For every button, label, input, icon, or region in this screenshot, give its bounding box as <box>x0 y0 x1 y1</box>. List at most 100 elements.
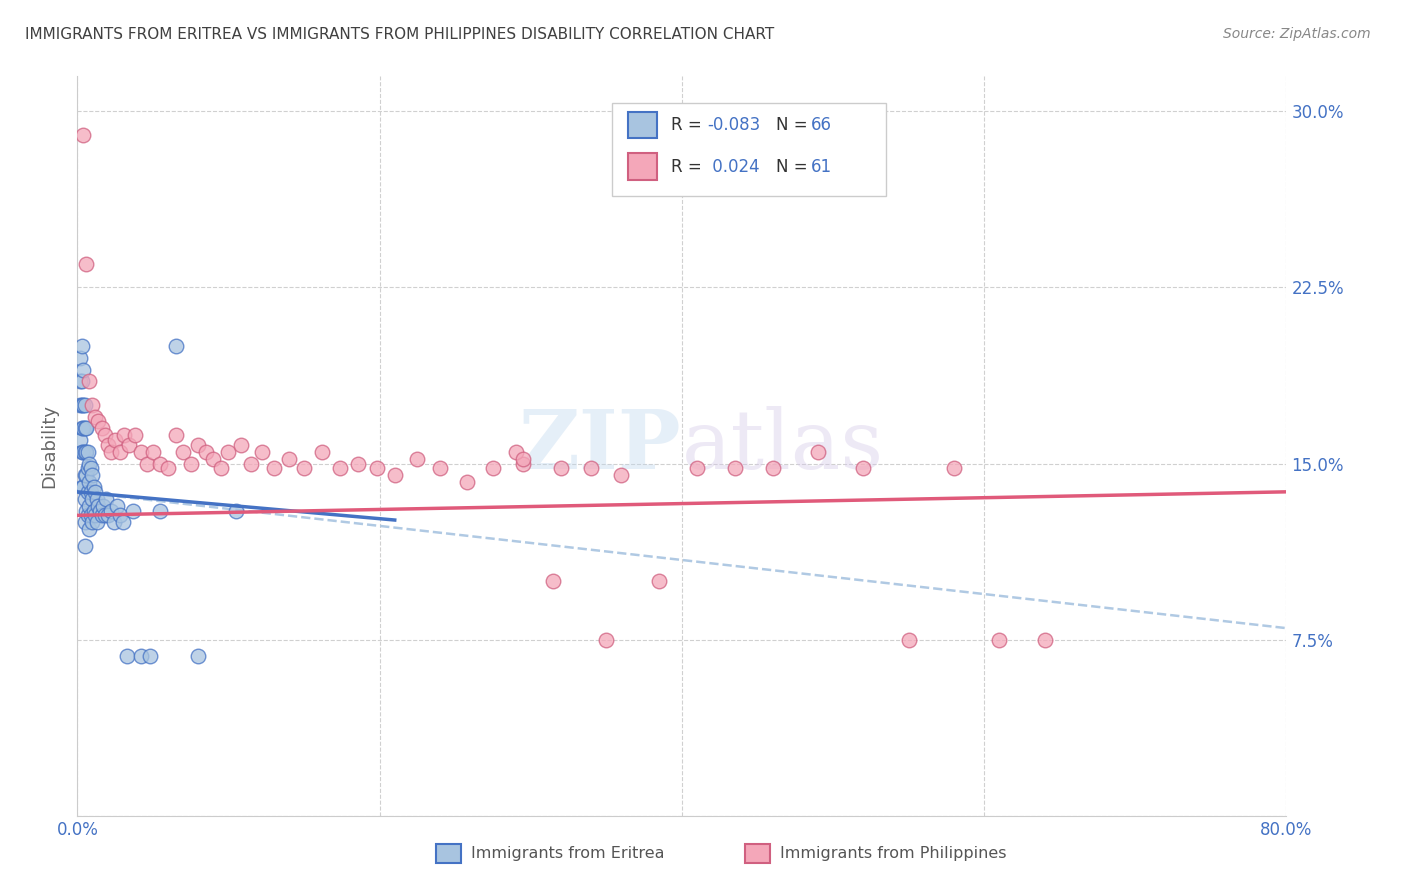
Point <box>77 508 100 523</box>
Point <box>93 428 115 442</box>
Point <box>122 503 145 517</box>
Point <box>149 503 172 517</box>
Point <box>80 508 103 523</box>
Text: Source: ZipAtlas.com: Source: ZipAtlas.com <box>1223 27 1371 41</box>
Point <box>129 649 152 664</box>
Point <box>807 445 830 459</box>
Point <box>329 461 352 475</box>
Point <box>69 351 91 365</box>
Point <box>852 461 875 475</box>
Point <box>90 508 112 523</box>
Point <box>80 461 103 475</box>
Point <box>79 523 101 537</box>
Point <box>897 632 920 647</box>
Point <box>83 480 105 494</box>
Point <box>79 375 101 389</box>
Text: 0.024: 0.024 <box>707 158 759 176</box>
Point <box>581 461 603 475</box>
Point <box>942 461 965 475</box>
Point <box>263 461 285 475</box>
Point <box>75 468 97 483</box>
Point <box>100 445 122 459</box>
Point <box>108 508 131 523</box>
Point <box>79 475 101 490</box>
Point <box>70 398 93 412</box>
Point <box>82 398 104 412</box>
Point <box>86 516 108 530</box>
Point <box>84 409 107 424</box>
Point <box>165 339 187 353</box>
Point <box>115 649 138 664</box>
Point <box>762 461 785 475</box>
Point <box>543 574 565 589</box>
Point <box>93 508 115 523</box>
Point <box>87 499 110 513</box>
Text: IMMIGRANTS FROM ERITREA VS IMMIGRANTS FROM PHILIPPINES DISABILITY CORRELATION CH: IMMIGRANTS FROM ERITREA VS IMMIGRANTS FR… <box>25 27 775 42</box>
Point <box>77 484 100 499</box>
Point <box>240 457 263 471</box>
Point <box>69 375 91 389</box>
Point <box>73 491 96 506</box>
Point <box>384 468 406 483</box>
Text: 66: 66 <box>811 116 832 134</box>
Point <box>135 457 157 471</box>
Point <box>105 499 128 513</box>
Point <box>229 438 252 452</box>
Point <box>73 398 96 412</box>
Point <box>194 445 217 459</box>
Text: -0.083: -0.083 <box>707 116 761 134</box>
Point <box>77 461 100 475</box>
Text: R =: R = <box>671 116 707 134</box>
Point <box>79 457 101 471</box>
Point <box>988 632 1011 647</box>
Point <box>90 421 112 435</box>
Point <box>202 451 225 466</box>
Point <box>79 499 101 513</box>
Point <box>73 445 96 459</box>
Point <box>73 468 96 483</box>
Point <box>80 484 103 499</box>
Point <box>82 516 104 530</box>
Point <box>250 445 273 459</box>
Point <box>512 451 534 466</box>
Point <box>482 461 505 475</box>
Point <box>278 451 301 466</box>
Point <box>70 375 93 389</box>
Point <box>77 445 100 459</box>
Point <box>69 433 91 447</box>
Point <box>456 475 478 490</box>
Point <box>72 128 94 142</box>
Text: atlas: atlas <box>682 406 884 486</box>
Point <box>89 503 111 517</box>
Text: R =: R = <box>671 158 707 176</box>
Point <box>82 468 104 483</box>
Point <box>180 457 202 471</box>
Point <box>595 632 617 647</box>
Point <box>72 480 94 494</box>
Point <box>512 457 534 471</box>
Point <box>70 445 93 459</box>
Point <box>72 398 94 412</box>
Point <box>94 491 117 506</box>
Text: Immigrants from Eritrea: Immigrants from Eritrea <box>471 847 665 861</box>
Point <box>187 649 209 664</box>
Point <box>86 491 108 506</box>
Point <box>70 421 93 435</box>
Point <box>225 503 247 517</box>
Point <box>550 461 572 475</box>
Point <box>91 499 114 513</box>
Point <box>406 451 429 466</box>
Point <box>96 438 118 452</box>
Point <box>72 445 94 459</box>
Point <box>505 445 527 459</box>
Point <box>366 461 388 475</box>
Point <box>103 516 125 530</box>
Text: N =: N = <box>776 158 813 176</box>
Point <box>69 398 91 412</box>
Point <box>108 445 131 459</box>
Text: Immigrants from Philippines: Immigrants from Philippines <box>780 847 1007 861</box>
Point <box>112 428 135 442</box>
Point <box>157 461 180 475</box>
Point <box>142 445 165 459</box>
Point <box>96 508 118 523</box>
